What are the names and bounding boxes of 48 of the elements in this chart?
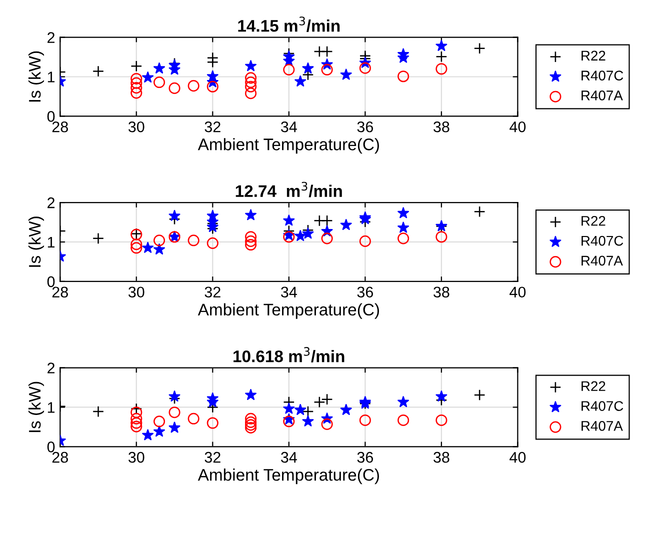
- x-tick-label: 28: [52, 286, 68, 298]
- y-tick-label: 2: [48, 32, 54, 43]
- x-axis-title: Ambient Temperature(C): [198, 468, 379, 484]
- y-tick-label: 1: [48, 402, 55, 413]
- legend-label: R407A: [582, 420, 623, 431]
- text: R22: [582, 216, 606, 226]
- x-tick-label: 28: [52, 452, 68, 463]
- x-tick-label: 38: [434, 121, 450, 132]
- y-tick-label: 2: [48, 362, 54, 374]
- x-tick-label: 34: [280, 452, 297, 463]
- text: R22: [582, 381, 606, 391]
- legend-label: R407A: [582, 90, 623, 100]
- x-tick-label: 30: [128, 121, 144, 132]
- y-tick-label: 0: [47, 276, 55, 288]
- text: R407C: [582, 401, 624, 411]
- x-tick-label: 36: [357, 452, 373, 463]
- chart-title: 10.618 m$^{3}$/min: [234, 347, 344, 362]
- x-tick-label: 40: [510, 121, 526, 132]
- x-tick-label: 30: [128, 452, 144, 463]
- legend-label: R407C: [582, 70, 624, 80]
- legend-label: R22: [582, 50, 606, 60]
- x-tick-label: 32: [204, 452, 220, 463]
- y-tick-label: 0: [47, 442, 55, 452]
- y-tick-label: 2: [48, 197, 54, 208]
- y-axis-title: Is (kW): [28, 216, 44, 267]
- x-tick-label: 38: [434, 452, 450, 463]
- x-tick-label: 34: [280, 286, 297, 298]
- y-tick-label: 1: [48, 72, 55, 82]
- y-axis-title: Is (kW): [28, 382, 44, 432]
- x-tick-label: 40: [510, 286, 526, 298]
- x-tick-label: 38: [434, 286, 450, 298]
- text: R407C: [582, 236, 624, 246]
- y-tick-label: 1: [48, 237, 55, 248]
- x-tick-label: 36: [357, 286, 373, 298]
- x-tick-label: 34: [280, 121, 297, 132]
- y-axis-title: Is (kW): [28, 51, 44, 102]
- chart-title: 14.15 m$^{3}$/min: [238, 16, 340, 32]
- x-axis-title: Ambient Temperature(C): [198, 138, 379, 154]
- x-tick-label: 32: [204, 121, 220, 132]
- x-tick-label: 32: [204, 286, 220, 298]
- chart-title: 12.74 m$^{3}$/min: [236, 182, 342, 198]
- x-axis-title: Ambient Temperature(C): [198, 303, 379, 319]
- x-tick-label: 40: [510, 452, 526, 463]
- x-tick-label: 36: [357, 121, 373, 132]
- legend-label: R407A: [582, 256, 623, 266]
- y-tick-label: 0: [47, 111, 55, 122]
- x-tick-label: 28: [52, 121, 68, 132]
- x-tick-label: 30: [128, 286, 144, 298]
